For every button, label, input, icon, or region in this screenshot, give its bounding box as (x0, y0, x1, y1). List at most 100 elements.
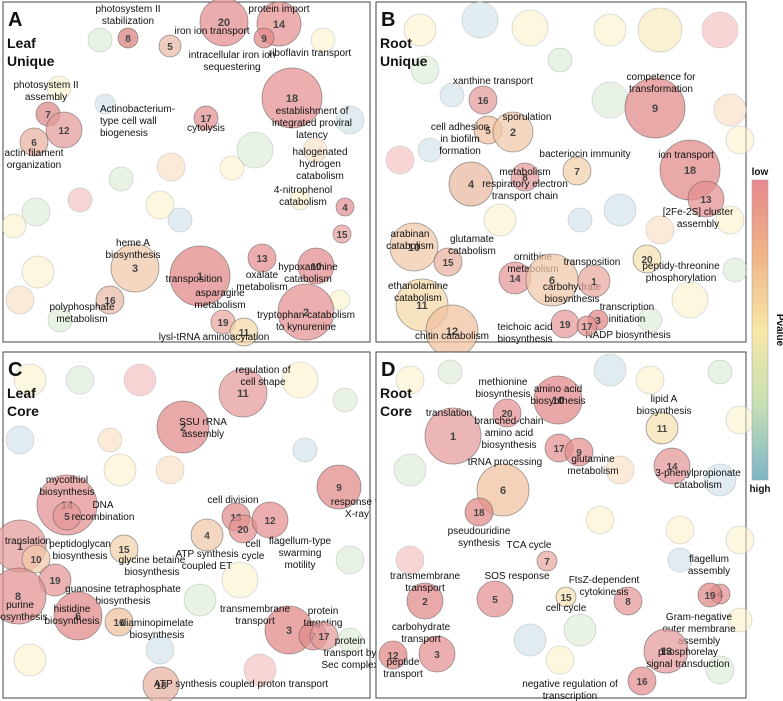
term-label: response to (331, 497, 384, 508)
term-rank: 1 (197, 271, 203, 283)
bubble (1, 213, 27, 239)
term-label: metabolism (567, 466, 618, 477)
term-label: protein import (248, 4, 309, 15)
term-label: bacteriocin immunity (539, 149, 630, 160)
term-bubble (156, 400, 210, 454)
term-label: cell adhesion (431, 122, 489, 133)
go-term: 20 (199, 0, 249, 47)
term-label: flagellum-type (269, 536, 332, 547)
background-bubbles (393, 353, 755, 685)
term-rank: 18 (473, 508, 485, 519)
term-label: assembly (182, 429, 224, 440)
term-label: integrated proviral (272, 118, 352, 129)
term-rank: 8 (625, 597, 631, 608)
term-bubble (45, 111, 83, 149)
term-bubble (492, 111, 534, 153)
term-bubble (335, 197, 355, 217)
term-label: chitin catabolism (415, 331, 489, 342)
bubble (545, 645, 575, 675)
term-label: Gram-negative (666, 612, 733, 623)
go-term: 9 response toX-ray (316, 464, 384, 520)
term-bubble (533, 375, 583, 425)
term-label: ornithine (514, 252, 553, 263)
term-rank: 2 (510, 127, 516, 139)
term-label: phosphorylation (646, 273, 717, 284)
term-rank: 8 (15, 591, 21, 603)
go-term: 2 sporulation (492, 111, 551, 153)
term-label: glutamate (450, 234, 494, 245)
term-label: X-ray (345, 509, 369, 520)
bubble (5, 425, 35, 455)
panel-title-line-1: Root (380, 385, 412, 401)
term-label: lysl-tRNA aminoacylation (159, 332, 270, 343)
term-label: iron ion transport (174, 26, 249, 37)
term-rank: 9 (576, 448, 582, 459)
go-term: 16 xanthine transport (453, 76, 533, 115)
term-bubble (253, 27, 275, 49)
term-bubble (406, 582, 444, 620)
term-label: purine (6, 600, 34, 611)
term-bubble (316, 464, 362, 510)
bubble (94, 93, 116, 115)
term-label: regulation of (235, 365, 290, 376)
term-bubble (562, 156, 592, 186)
term-label: transmembrane (220, 604, 290, 615)
term-label: to kynurenine (276, 322, 336, 333)
bubble (46, 75, 72, 101)
term-label: carbohydrate (392, 622, 451, 633)
term-label: tRNA processing (468, 457, 542, 468)
bubble (403, 13, 437, 47)
term-rank: 6 (75, 611, 81, 623)
term-rank: 9 (652, 103, 658, 115)
bubble (671, 281, 709, 319)
term-label: Actinobacterium- (100, 104, 175, 115)
term-label: biosynthesis (497, 334, 552, 345)
panel-title-line-1: Leaf (7, 35, 36, 51)
term-label: pseudouridine (448, 526, 511, 537)
bubble (67, 187, 93, 213)
bubble (335, 545, 365, 575)
term-label: flagellum (689, 554, 729, 565)
term-label: mycothiol (46, 475, 88, 486)
term-label: cycle (242, 551, 265, 562)
bubble (47, 307, 73, 333)
bubble (461, 1, 499, 39)
legend-low-label: low (752, 167, 769, 178)
term-label: biosynthesis (95, 596, 150, 607)
term-bubble (645, 411, 679, 445)
term-bubble (309, 621, 339, 651)
term-label: transposition (166, 274, 223, 285)
bubble (593, 13, 627, 47)
term-label: cell shape (240, 377, 285, 388)
term-label: guanosine tetraphosphate (65, 584, 181, 595)
term-rank: 14 (273, 19, 286, 31)
go-term: 5 SOS response (476, 571, 550, 618)
term-bubble (418, 635, 456, 673)
term-label: transport chain (492, 191, 558, 202)
term-label: Sec complex (321, 660, 378, 671)
term-rank: 7 (45, 110, 51, 121)
bubble (21, 197, 51, 227)
term-rank: 2 (422, 597, 428, 608)
bubble (310, 27, 336, 53)
term-label: swarming (279, 548, 322, 559)
term-rank: 10 (310, 262, 322, 273)
term-bubble (53, 591, 103, 641)
bubble (563, 613, 597, 647)
term-bubble (536, 550, 558, 572)
panel-title-line-1: Leaf (7, 385, 36, 401)
term-rank: 20 (641, 255, 653, 266)
term-rank: 7 (574, 167, 580, 178)
term-label: glutamine (571, 454, 615, 465)
term-bubble (158, 34, 182, 58)
bubble (725, 525, 755, 555)
